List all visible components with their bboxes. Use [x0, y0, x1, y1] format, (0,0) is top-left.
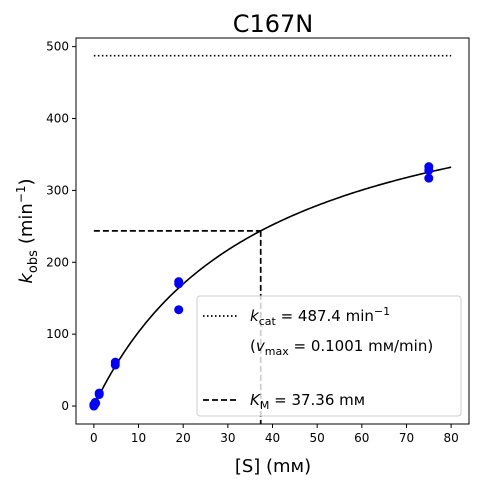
chart-title: C167N	[233, 10, 314, 38]
x-tick-label-70: 70	[399, 431, 414, 445]
legend-km-prefix: K	[250, 391, 261, 409]
y-tick-label-500: 500	[46, 40, 69, 54]
x-tick-label-20: 20	[176, 431, 191, 445]
legend-kcat-sub: cat	[259, 315, 277, 328]
x-axis-label: [S] (mм)	[235, 456, 311, 477]
plot-lines	[93, 54, 452, 424]
data-point-13	[424, 173, 434, 183]
legend-vmax-text: (vmax = 0.1001 mм/min)	[250, 337, 433, 358]
legend: kcat = 487.4 min−1 (vmax = 0.1001 mм/min…	[196, 295, 462, 417]
x-tick-label-30: 30	[220, 431, 235, 445]
y-tick-label-0: 0	[61, 399, 69, 413]
data-point-15	[424, 162, 434, 172]
y-tick-label-100: 100	[46, 327, 69, 341]
x-tick-label-10: 10	[131, 431, 146, 445]
legend-km-text: KM = 37.36 mм	[250, 391, 365, 412]
legend-vmax-main: v	[256, 337, 266, 355]
y-axis-label-sub: obs	[26, 250, 41, 273]
fit-curve	[93, 166, 452, 407]
legend-vmax-value: = 0.1001 mм/min)	[289, 337, 433, 355]
y-axis-label-unit-open: (min	[16, 203, 37, 244]
y-axis-label-unit-close: )	[16, 178, 37, 185]
x-tick-label-40: 40	[265, 431, 280, 445]
data-point-12	[174, 277, 184, 287]
data-point-5	[91, 398, 101, 408]
legend-kcat-prefix: k	[250, 307, 260, 325]
legend-box	[196, 295, 462, 417]
y-tick-label-300: 300	[46, 183, 69, 197]
data-points	[89, 162, 434, 411]
x-tick-label-80: 80	[443, 431, 458, 445]
legend-km-value: = 37.36 mм	[269, 391, 365, 409]
x-tick-label-50: 50	[310, 431, 325, 445]
y-axis-label-unit-sup: −1	[14, 185, 28, 203]
y-axis-label: kobs (min−1)	[14, 178, 41, 283]
legend-vmax-sub: max	[265, 345, 289, 358]
legend-kcat-sup: −1	[374, 305, 390, 318]
y-tick-label-200: 200	[46, 255, 69, 269]
data-point-10	[174, 305, 184, 315]
x-axis-ticks: 0 10 20 30 40 50 60 70 80	[90, 424, 459, 445]
legend-km-sub: M	[260, 399, 270, 412]
legend-vmax-open: (	[250, 337, 256, 355]
y-axis-label-main: k	[16, 272, 37, 284]
x-tick-label-0: 0	[90, 431, 98, 445]
legend-kcat-text: kcat = 487.4 min−1	[250, 305, 390, 328]
y-tick-label-400: 400	[46, 112, 69, 126]
data-point-7	[94, 388, 104, 398]
legend-kcat-value: = 487.4 min	[276, 307, 374, 325]
y-axis-ticks: 0 100 200 300 400 500	[46, 40, 76, 413]
x-tick-label-60: 60	[354, 431, 369, 445]
data-point-9	[110, 357, 120, 367]
